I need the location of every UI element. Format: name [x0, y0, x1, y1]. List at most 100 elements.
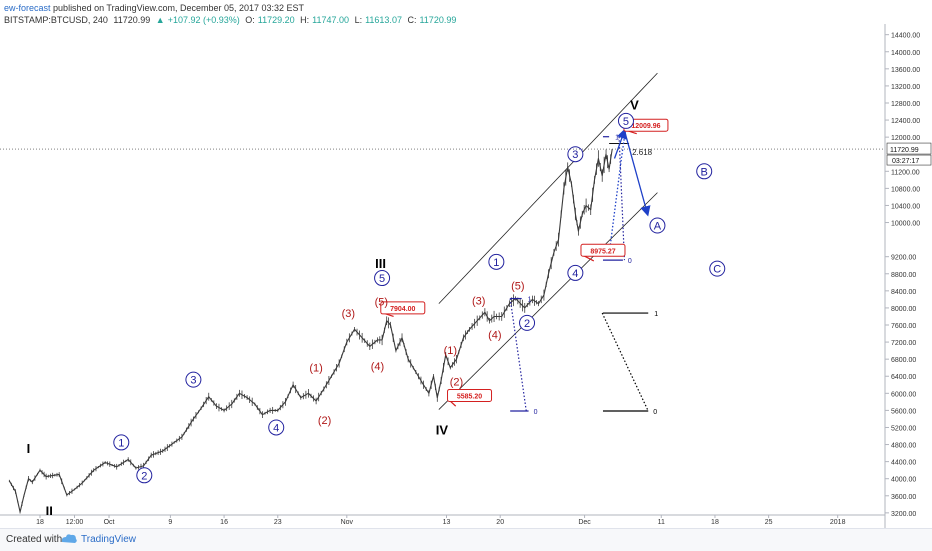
y-tick-label: 8800.00 [891, 272, 916, 279]
callout-box-2 [447, 388, 493, 402]
author-link[interactable]: ew-forecast [4, 3, 51, 13]
y-tick-label: 7600.00 [891, 323, 916, 330]
created-with-label: Created with [6, 534, 63, 545]
wave-label-17: C [713, 264, 721, 276]
publish-line: ew-forecast published on TradingView.com… [4, 2, 904, 14]
x-tick-label: 25 [765, 519, 773, 526]
wave-circle-14 [617, 112, 634, 129]
callout-box-1 [380, 301, 426, 315]
y-tick-label: 11200.00 [891, 169, 920, 176]
fib-dotted-link-2 [601, 312, 649, 412]
y-tick-label: 12000.00 [891, 135, 920, 142]
wave-label-14: 5 [623, 116, 629, 128]
y-tick-label: 14000.00 [891, 50, 920, 57]
x-tick-label: 18 [711, 519, 719, 526]
fib-top-label-0: 1 [528, 297, 532, 304]
y-tick-label: 3200.00 [891, 511, 916, 518]
y-tick-label: 10800.00 [891, 186, 920, 193]
plot-area: 10101012009.967904.005585.208975.27IIIII… [8, 72, 726, 519]
close-value: 11720.99 [419, 15, 457, 25]
wave-label-3: IV [436, 423, 449, 438]
x-tick-label: 2018 [830, 519, 846, 526]
fib-top-label-1: 1 [615, 135, 619, 142]
x-tick-label: Dec [578, 519, 591, 526]
wave-label-13: 4 [572, 268, 578, 280]
wave-circle-15 [649, 217, 666, 234]
wave-circle-17 [709, 260, 726, 277]
wave-label-26: (4) [488, 329, 501, 341]
tradingview-logo-icon [61, 534, 77, 543]
y-tick-label: 14400.00 [891, 33, 920, 40]
high-label: H: [300, 15, 310, 25]
price-series-line [8, 149, 613, 513]
y-tick-label: 13200.00 [891, 84, 920, 91]
wave-label-20: (3) [342, 308, 355, 320]
price-change: +107.92 (+0.93%) [167, 15, 240, 25]
fib-top-label-2: 1 [654, 311, 658, 318]
wave-circle-13 [567, 264, 584, 281]
x-tick-label: Nov [341, 519, 354, 526]
low-value: 11613.07 [365, 15, 402, 25]
wave-label-0: I [27, 441, 31, 456]
wave-label-16: B [701, 166, 708, 178]
y-tick-label: 6000.00 [891, 391, 916, 398]
low-label: L: [354, 15, 363, 25]
last-price: 11720.99 [113, 15, 151, 25]
y-tick-label: 6800.00 [891, 357, 916, 364]
wave-label-23: (1) [444, 345, 457, 357]
wave-circle-7 [185, 371, 202, 388]
y-tick-label: 7200.00 [891, 340, 916, 347]
chart-header: ew-forecast published on TradingView.com… [4, 0, 904, 26]
y-tick-label: 8000.00 [891, 306, 916, 313]
wave-label-24: (2) [450, 376, 463, 388]
fib-bottom-label-0: 0 [534, 409, 538, 416]
x-tick-label: 12:00 [66, 519, 84, 526]
close-label: C: [407, 15, 417, 25]
wave-circle-6 [136, 467, 153, 484]
up-arrow-icon: ▲ [155, 15, 165, 25]
wave-circle-8 [268, 419, 285, 436]
y-tick-label: 4400.00 [891, 460, 916, 467]
callout-label-0: 12009.96 [631, 123, 660, 130]
wave-label-11: 2 [524, 318, 530, 330]
y-tick-label: 5600.00 [891, 408, 916, 415]
wave-label-9: 5 [379, 273, 385, 285]
fib-dotted-link-1 [618, 136, 626, 261]
wave-label-15: A [654, 221, 662, 233]
high-value: 11747.00 [312, 15, 350, 25]
y-tick-label: 12400.00 [891, 118, 920, 125]
price-chart[interactable]: 3200.00 3600.00 4000.00 4400.00 4800.00 5200.… [0, 0, 932, 528]
x-tick-label: 13 [443, 519, 451, 526]
wave-circle-5 [113, 434, 130, 451]
x-tick-label: 11 [658, 519, 665, 526]
y-tick-label: 5200.00 [891, 425, 916, 432]
wave-label-7: 3 [190, 375, 196, 387]
price-tag-box [886, 142, 932, 155]
fib-level-label: 2.618 [632, 148, 653, 157]
y-tick-label: 12800.00 [891, 101, 920, 108]
projection-wave-5-leg [613, 128, 627, 159]
wave-label-25: (3) [472, 296, 485, 308]
wave-label-18: (1) [309, 363, 322, 375]
y-tick-label: 4000.00 [891, 477, 916, 484]
callout-label-2: 5585.20 [457, 393, 482, 400]
x-tick-label: 20 [496, 519, 504, 526]
open-value: 11729.20 [257, 15, 295, 25]
fib-bottom-label-2: 0 [653, 409, 657, 416]
channel-upper-line [438, 72, 658, 304]
projection-dotted-to-5 [609, 136, 626, 249]
callout-label-1: 7904.00 [390, 306, 415, 313]
x-tick-label: 23 [274, 519, 282, 526]
wave-label-27: (5) [511, 281, 524, 293]
price-tag-label: 11720.99 [890, 147, 919, 154]
ohlc-line: BITSTAMP:BTCUSD, 240 11720.99 ▲ +107.92 (… [4, 14, 904, 26]
time-tag-box [886, 154, 932, 166]
y-tick-label: 3600.00 [891, 494, 916, 501]
open-label: O: [245, 15, 255, 25]
wave-label-1: II [46, 504, 53, 519]
wave-label-5: 1 [118, 437, 124, 449]
tradingview-link[interactable]: TradingView [81, 534, 137, 545]
y-tick-label: 13600.00 [891, 67, 920, 74]
y-tick-label: 9200.00 [891, 255, 916, 262]
wave-label-6: 2 [141, 470, 147, 482]
